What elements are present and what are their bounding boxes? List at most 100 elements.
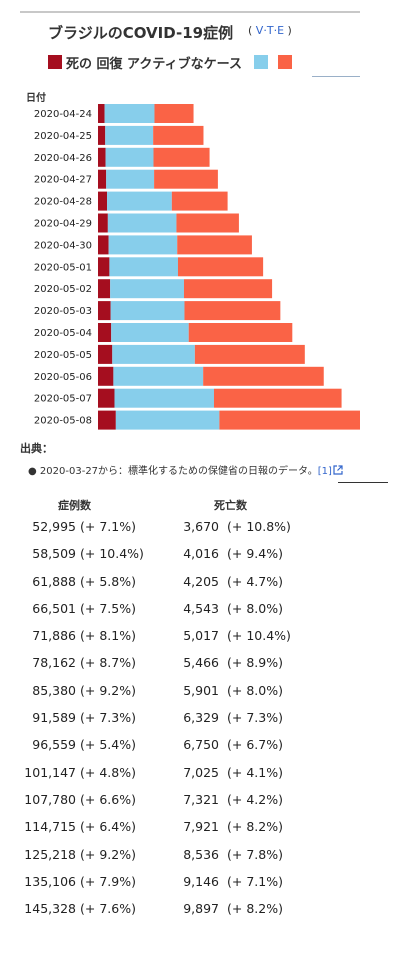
table-row: 52,995 (+ 7.1%) 3,670 (+ 10.8%) [0, 515, 404, 542]
legend-swatch-deaths [48, 55, 62, 69]
table-row: 58,509 (+ 10.4%) 4,016 (+ 9.4%) [0, 542, 404, 569]
bar-deaths [98, 213, 108, 233]
cases-value: 61,888 [32, 573, 76, 589]
bar-active [177, 235, 252, 255]
bar-recovered [105, 147, 154, 167]
view-template-link[interactable]: V [255, 24, 264, 37]
bar-deaths [98, 104, 105, 123]
talk-template-link[interactable]: T [266, 24, 274, 37]
cases-value: 91,589 [32, 710, 76, 726]
external-link-icon[interactable] [333, 465, 343, 475]
cases-change: (+ 6.6%) [80, 791, 136, 807]
bar-recovered [105, 125, 154, 145]
date-axis-label: 日付 [26, 93, 46, 104]
date-tick-label: 2020-05-02 [34, 284, 92, 295]
cases-change: (+ 7.9%) [80, 873, 136, 889]
deaths-change: (+ 8.2%) [227, 901, 283, 917]
deaths-value: 7,321 [183, 791, 219, 807]
cases-header: 症例数 [58, 499, 91, 512]
source-heading: 出典： [20, 442, 53, 455]
deaths-change: (+ 9.4%) [227, 546, 283, 562]
cases-change: (+ 8.1%) [80, 628, 136, 644]
date-tick-label: 2020-04-28 [34, 197, 92, 208]
bar-recovered [114, 388, 214, 408]
bar-active [153, 147, 210, 167]
source-note: ● 2020-03-27から：標準化するための保健省の日報のデータ。[1] [28, 462, 343, 477]
bar-active [194, 344, 305, 364]
bar-deaths [98, 257, 110, 277]
date-tick-label: 2020-05-06 [34, 372, 92, 383]
deaths-change: (+ 8.0%) [227, 600, 283, 616]
date-tick-label: 2020-04-30 [34, 240, 92, 251]
cases-change: (+ 7.3%) [80, 710, 136, 726]
bar-active [177, 257, 264, 277]
date-tick-label: 2020-05-01 [34, 262, 92, 273]
table-row: 71,886 (+ 8.1%) 5,017 (+ 10.4%) [0, 624, 404, 651]
table-row: 61,888 (+ 5.8%) 4,205 (+ 4.7%) [0, 570, 404, 597]
deaths-change: (+ 4.7%) [227, 573, 283, 589]
date-tick-label: 2020-05-08 [34, 416, 92, 427]
bar-deaths [98, 235, 109, 255]
deaths-value: 9,146 [183, 873, 219, 889]
date-tick-label: 2020-05-03 [34, 306, 92, 317]
chart-title: ブラジルのCOVID-19症例 [48, 24, 234, 42]
deaths-value: 6,329 [183, 710, 219, 726]
deaths-value: 7,025 [183, 764, 219, 780]
deaths-change: (+ 7.1%) [227, 873, 283, 889]
cases-value: 58,509 [32, 546, 76, 562]
cases-value: 114,715 [24, 819, 76, 835]
chart-legend: 死の 回復 アクティブなケース [48, 52, 292, 72]
bar-active [203, 366, 324, 386]
cases-value: 135,106 [24, 873, 76, 889]
bar-deaths [98, 323, 112, 342]
legend-swatch-recovered [253, 55, 268, 69]
deaths-value: 5,466 [183, 655, 219, 671]
legend-underline [312, 76, 360, 77]
date-tick-label: 2020-05-07 [34, 394, 92, 405]
bar-deaths [98, 191, 108, 211]
legend-swatch-active [277, 55, 292, 69]
deaths-value: 4,205 [183, 573, 219, 589]
cases-value: 85,380 [32, 682, 76, 698]
cases-change: (+ 8.7%) [80, 655, 136, 671]
table-row: 107,780 (+ 6.6%) 7,321 (+ 4.2%) [0, 788, 404, 815]
cases-change: (+ 7.5%) [80, 600, 136, 616]
bar-recovered [112, 344, 195, 364]
reference-link[interactable]: [1] [317, 466, 332, 477]
cases-change: (+ 4.8%) [80, 764, 136, 780]
bar-active [153, 125, 204, 145]
deaths-change: (+ 8.2%) [227, 819, 283, 835]
source-divider [338, 482, 388, 483]
cases-value: 66,501 [32, 600, 76, 616]
date-tick-label: 2020-04-24 [34, 109, 92, 120]
bar-recovered [108, 235, 178, 255]
cases-change: (+ 9.2%) [80, 846, 136, 862]
table-row: 91,589 (+ 7.3%) 6,329 (+ 7.3%) [0, 706, 404, 733]
deaths-change: (+ 8.9%) [227, 655, 283, 671]
bar-deaths [98, 169, 107, 189]
bar-deaths [98, 279, 111, 299]
bar-active [154, 169, 218, 189]
table-row: 145,328 (+ 7.6%) 9,897 (+ 8.2%) [0, 897, 404, 924]
edit-template-link[interactable]: E [277, 24, 285, 37]
table-row: 114,715 (+ 6.4%) 7,921 (+ 8.2%) [0, 815, 404, 842]
bar-active [219, 410, 360, 430]
vte-open: ( [248, 24, 253, 37]
bar-recovered [107, 213, 177, 233]
bar-active [183, 279, 273, 299]
cases-change: (+ 9.2%) [80, 682, 136, 698]
bar-recovered [113, 366, 204, 386]
cases-value: 101,147 [24, 764, 76, 780]
cases-value: 78,162 [32, 655, 76, 671]
table-row: 96,559 (+ 5.4%) 6,750 (+ 6.7%) [0, 733, 404, 760]
cases-value: 71,886 [32, 628, 76, 644]
cases-value: 107,780 [24, 791, 76, 807]
legend-label: 死の 回復 アクティブなケース [66, 56, 242, 72]
bar-deaths [98, 388, 115, 408]
table-row: 135,106 (+ 7.9%) 9,146 (+ 7.1%) [0, 870, 404, 897]
bar-active [184, 301, 281, 321]
cases-value: 52,995 [32, 519, 76, 534]
date-tick-label: 2020-05-04 [34, 328, 92, 339]
deaths-value: 4,543 [183, 600, 219, 616]
cases-value: 125,218 [24, 846, 76, 862]
